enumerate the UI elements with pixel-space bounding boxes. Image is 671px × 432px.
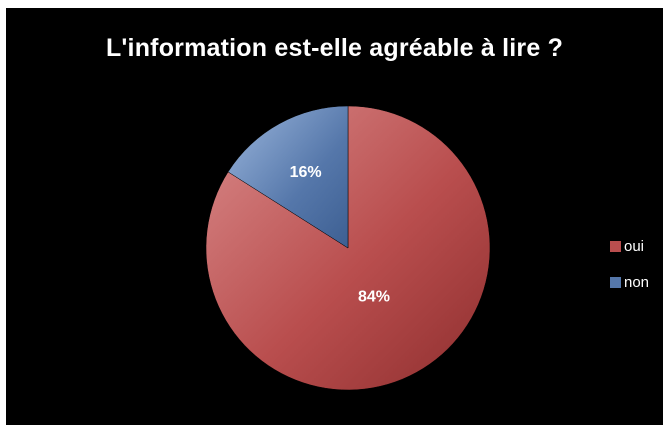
chart-legend: oui non (610, 228, 649, 300)
legend-item-non: non (610, 264, 649, 300)
legend-swatch-non (610, 276, 621, 288)
legend-swatch-oui (610, 240, 621, 252)
data-label-oui: 84% (358, 288, 390, 305)
pie-chart: 84% 16% (205, 105, 491, 391)
chart-title: L'information est-elle agréable à lire ? (105, 34, 564, 62)
pie-slice-non (227, 105, 349, 249)
chart-area: L'information est-elle agréable à lire ?… (6, 8, 663, 425)
legend-label-non: non (624, 273, 650, 291)
legend-item-oui: oui (610, 228, 649, 264)
legend-label-oui: oui (624, 237, 645, 255)
data-label-non: 16% (290, 164, 322, 181)
